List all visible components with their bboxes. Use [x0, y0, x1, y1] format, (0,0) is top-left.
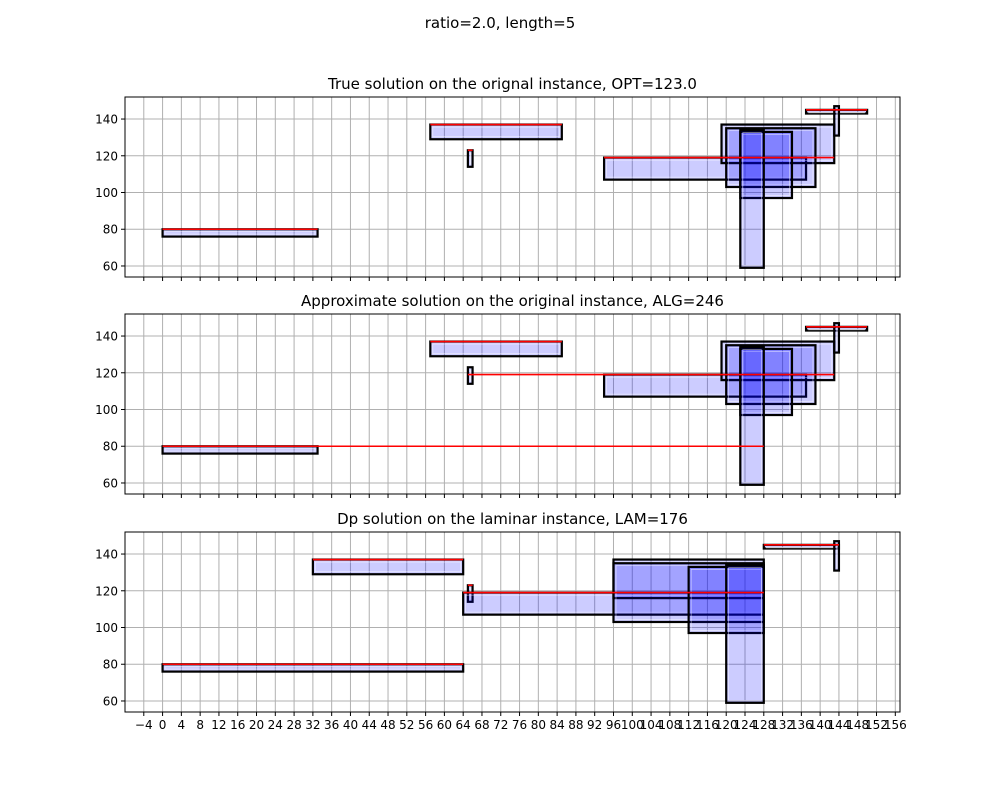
- solution-rect-inner-9: [765, 547, 837, 549]
- x-tick-label: 56: [418, 718, 433, 732]
- solution-rect-7: [739, 130, 794, 200]
- solution-rect-inner-2: [432, 126, 560, 138]
- y-tick-label: 140: [95, 548, 118, 562]
- x-tick-label: 124: [734, 718, 757, 732]
- solution-rect-8: [739, 345, 765, 486]
- x-tick-label: 112: [677, 718, 700, 732]
- solution-rect-inner-8: [742, 349, 762, 483]
- x-tick-label: 28: [286, 718, 301, 732]
- x-tick-label: 140: [809, 718, 832, 732]
- x-tick-label: 104: [640, 718, 663, 732]
- x-tick-label: 76: [512, 718, 527, 732]
- subplot-title: True solution on the orignal instance, O…: [327, 75, 697, 93]
- solution-rect-8: [725, 563, 765, 704]
- x-tick-label: 36: [324, 718, 339, 732]
- solution-rect-1: [161, 663, 465, 673]
- axes-frame: [124, 313, 901, 495]
- x-tick-label: 60: [437, 718, 452, 732]
- x-tick-label: 100: [621, 718, 644, 732]
- y-tick-label: 140: [95, 113, 118, 127]
- x-tick-label: 108: [658, 718, 681, 732]
- solution-rect-inner-2: [315, 561, 461, 573]
- x-tick-label: 84: [549, 718, 564, 732]
- x-tick-label: 80: [531, 718, 546, 732]
- solution-rect-inner-1: [164, 448, 316, 452]
- y-tick-label: 120: [95, 366, 118, 380]
- solution-rect-inner-4: [606, 159, 804, 178]
- y-tick-label: 120: [95, 149, 118, 163]
- x-tick-label: 24: [268, 718, 283, 732]
- subplot-3: −4 0 4 8 12 16 20 24 28 32 36 40 44 48 52 56 60 64 68 72 76 8…: [95, 510, 907, 732]
- x-tick-label: 148: [846, 718, 869, 732]
- x-tick-label: 152: [865, 718, 888, 732]
- y-tick-label: 80: [103, 440, 118, 454]
- axes-frame: [124, 96, 901, 278]
- figure-suptitle: ratio=2.0, length=5: [425, 14, 575, 32]
- x-tick-label: 44: [362, 718, 377, 732]
- subplot-1: 60 80 100 120 140 True solution on the origna…: [95, 75, 901, 281]
- x-tick-label: 64: [456, 718, 471, 732]
- x-tick-label: 32: [305, 718, 320, 732]
- subplot-title: Approximate solution on the original ins…: [301, 292, 724, 310]
- x-tick-label: 144: [827, 718, 850, 732]
- solution-rect-inner-10: [836, 325, 838, 351]
- x-tick-label: 0: [159, 718, 167, 732]
- x-tick-label: 52: [399, 718, 414, 732]
- x-tick-label: 48: [380, 718, 395, 732]
- y-tick-label: 100: [95, 403, 118, 417]
- solution-rect-8: [739, 128, 765, 269]
- solution-rect-inner-3: [470, 369, 472, 382]
- solution-rect-inner-10: [836, 108, 838, 134]
- solution-rect-inner-2: [432, 343, 560, 355]
- y-tick-label: 100: [95, 621, 118, 635]
- x-tick-label: 96: [606, 718, 621, 732]
- solution-rect-inner-8: [742, 132, 762, 266]
- y-tick-label: 100: [95, 186, 118, 200]
- x-tick-label: 156: [884, 718, 907, 732]
- solution-rect-inner-4: [606, 376, 804, 395]
- y-tick-label: 80: [103, 223, 118, 237]
- x-tick-label: 40: [343, 718, 358, 732]
- y-tick-label: 60: [103, 259, 118, 273]
- axes-frame: [124, 531, 901, 713]
- solution-rect-1: [161, 445, 319, 455]
- x-tick-label: 20: [249, 718, 264, 732]
- y-tick-label: 120: [95, 584, 118, 598]
- subplot-2: 60 80 100 120 140 Approximate solution on the…: [95, 292, 901, 498]
- y-tick-label: 80: [103, 658, 118, 672]
- solution-rect-inner-5: [723, 343, 833, 378]
- x-tick-label: 68: [474, 718, 489, 732]
- x-tick-label: 136: [790, 718, 813, 732]
- solution-rect-inner-1: [164, 231, 316, 235]
- x-tick-label: 128: [752, 718, 775, 732]
- x-tick-label: 16: [230, 718, 245, 732]
- solution-rect-inner-5: [723, 126, 833, 161]
- x-tick-label: 12: [211, 718, 226, 732]
- solution-rect-inner-8: [728, 567, 762, 701]
- x-tick-label: 8: [196, 718, 204, 732]
- solution-rect-1: [161, 228, 319, 238]
- x-tick-label: 4: [178, 718, 186, 732]
- y-tick-label: 140: [95, 330, 118, 344]
- y-tick-label: 60: [103, 694, 118, 708]
- x-tick-label: 132: [771, 718, 794, 732]
- x-tick-label: 92: [587, 718, 602, 732]
- y-tick-label: 60: [103, 476, 118, 490]
- solution-rect-inner-3: [470, 152, 472, 165]
- x-tick-label: −4: [135, 718, 153, 732]
- solution-rect-inner-10: [836, 543, 838, 569]
- x-tick-label: 116: [696, 718, 719, 732]
- x-tick-label: 72: [493, 718, 508, 732]
- solution-rect-inner-1: [164, 666, 461, 670]
- x-tick-label: 88: [568, 718, 583, 732]
- subplot-title: Dp solution on the laminar instance, LAM…: [337, 510, 688, 528]
- x-tick-label: 120: [715, 718, 738, 732]
